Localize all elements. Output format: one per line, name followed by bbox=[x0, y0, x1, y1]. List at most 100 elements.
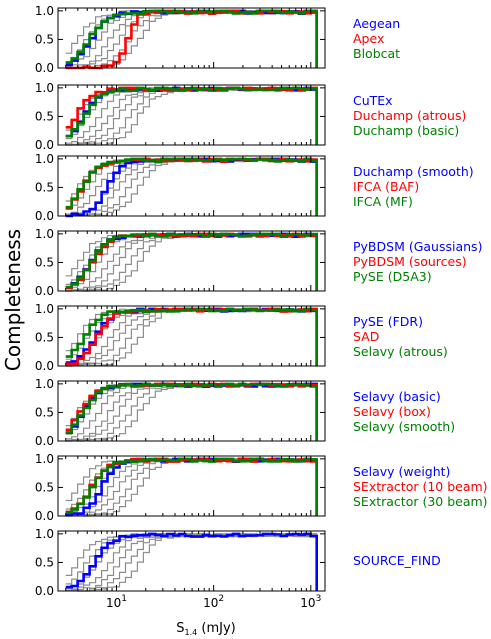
plot-frame bbox=[57, 84, 326, 146]
background-curve bbox=[65, 533, 318, 591]
x-tick-label: 102 bbox=[203, 594, 224, 610]
background-curve bbox=[65, 308, 318, 367]
legend-entry: SExtractor (10 beam) bbox=[353, 479, 488, 494]
legend-entry: PySE (D5A3) bbox=[353, 269, 432, 284]
series-curve bbox=[65, 232, 318, 291]
plot-frame bbox=[57, 305, 326, 367]
background-curve bbox=[65, 87, 318, 145]
series-curve bbox=[65, 307, 318, 366]
y-tick-label: 0.5 bbox=[35, 480, 54, 494]
series-curve bbox=[65, 157, 318, 216]
series-curve bbox=[65, 86, 318, 145]
y-tick-label: 0.0 bbox=[35, 434, 54, 448]
series-curve bbox=[65, 86, 318, 145]
plot-frame bbox=[57, 155, 326, 217]
legend-entry: PyBDSM (sources) bbox=[353, 254, 467, 269]
background-curve bbox=[65, 158, 318, 217]
background-curve bbox=[65, 458, 318, 517]
series-curve bbox=[65, 232, 318, 291]
background-curve bbox=[65, 233, 318, 291]
background-curve bbox=[65, 458, 318, 516]
legend-entry: Selavy (box) bbox=[353, 404, 431, 419]
background-curve bbox=[65, 383, 318, 442]
legend-entry: Aegean bbox=[353, 16, 400, 31]
background-curve bbox=[65, 87, 318, 146]
legend-entry: Blobcat bbox=[353, 46, 400, 61]
legend-entry: Duchamp (atrous) bbox=[353, 108, 466, 123]
background-curve bbox=[65, 383, 318, 442]
panel-8: 0.0 0.5 1.0 SOURCE_FIND bbox=[35, 527, 441, 598]
y-tick-label: 0.0 bbox=[35, 138, 54, 152]
y-tick-label: 0.0 bbox=[35, 509, 54, 523]
panel-4: 0.0 0.5 1.0 PyBDSM (Gaussians)PyBDSM (sourc… bbox=[35, 227, 483, 298]
series-curve bbox=[65, 157, 318, 218]
y-tick-label: 1.0 bbox=[35, 81, 54, 95]
y-tick-label: 1.0 bbox=[35, 227, 54, 241]
x-tick-label: 101 bbox=[106, 594, 127, 610]
legend-entry: Duchamp (smooth) bbox=[353, 164, 474, 179]
legend-entry: CuTEx bbox=[353, 93, 393, 108]
background-curve bbox=[65, 458, 318, 516]
background-curve bbox=[65, 158, 318, 217]
y-tick-label: 0.5 bbox=[35, 109, 54, 123]
plot-frame bbox=[57, 530, 326, 592]
y-tick-label: 1.0 bbox=[35, 152, 54, 166]
legend-entry: PyBDSM (Gaussians) bbox=[353, 239, 482, 254]
series-curve bbox=[65, 232, 318, 291]
y-tick-label: 0.0 bbox=[35, 359, 54, 373]
background-curve bbox=[65, 158, 318, 217]
y-tick-label: 1.0 bbox=[35, 377, 54, 391]
legend-entry: Selavy (atrous) bbox=[353, 344, 448, 359]
background-curve bbox=[65, 383, 318, 441]
legend-entry: SExtractor (30 beam) bbox=[353, 494, 488, 509]
legend-entry: Selavy (smooth) bbox=[353, 419, 455, 434]
y-tick-label: 1.0 bbox=[35, 302, 54, 316]
background-curve bbox=[65, 458, 318, 516]
background-curve bbox=[65, 458, 318, 517]
background-curve bbox=[65, 308, 318, 367]
background-curve bbox=[65, 87, 318, 146]
background-curve bbox=[65, 158, 318, 216]
background-curve bbox=[65, 308, 318, 367]
background-curve bbox=[65, 458, 318, 517]
y-tick-label: 0.0 bbox=[35, 284, 54, 298]
y-tick-label: 0.5 bbox=[35, 32, 54, 46]
series-curve bbox=[65, 457, 318, 516]
background-curve bbox=[65, 308, 318, 366]
series-curve bbox=[65, 307, 318, 366]
y-tick-label: 0.5 bbox=[35, 330, 54, 344]
y-tick-label: 1.0 bbox=[35, 4, 54, 18]
series-curve bbox=[65, 307, 318, 366]
background-curve bbox=[65, 308, 318, 367]
legend-entry: Selavy (basic) bbox=[353, 389, 441, 404]
background-curve bbox=[65, 158, 318, 216]
background-curve bbox=[65, 87, 318, 145]
background-curve bbox=[65, 10, 318, 68]
background-curve bbox=[65, 383, 318, 441]
x-axis-label: S1.4 (mJy) bbox=[176, 621, 235, 637]
background-curve bbox=[65, 458, 318, 516]
legend-entry: IFCA (MF) bbox=[353, 194, 413, 209]
background-curve bbox=[65, 308, 318, 366]
background-curve bbox=[65, 233, 318, 291]
background-curve bbox=[65, 383, 318, 441]
background-curve bbox=[65, 233, 318, 292]
background-curve bbox=[65, 87, 318, 145]
y-tick-label: 0.0 bbox=[35, 584, 54, 598]
series-curve bbox=[65, 382, 318, 441]
plot-frame bbox=[57, 230, 326, 292]
series-curve bbox=[65, 457, 318, 517]
series-curve bbox=[65, 532, 318, 591]
background-curve bbox=[65, 233, 318, 292]
y-tick-label: 1.0 bbox=[35, 527, 54, 541]
background-curve bbox=[65, 383, 318, 442]
y-tick-label: 0.5 bbox=[35, 180, 54, 194]
plot-frame bbox=[57, 455, 326, 517]
y-tick-label: 1.0 bbox=[35, 452, 54, 466]
legend-entry: SAD bbox=[353, 329, 379, 344]
series-curve bbox=[65, 457, 318, 516]
y-tick-label: 0.0 bbox=[35, 209, 54, 223]
